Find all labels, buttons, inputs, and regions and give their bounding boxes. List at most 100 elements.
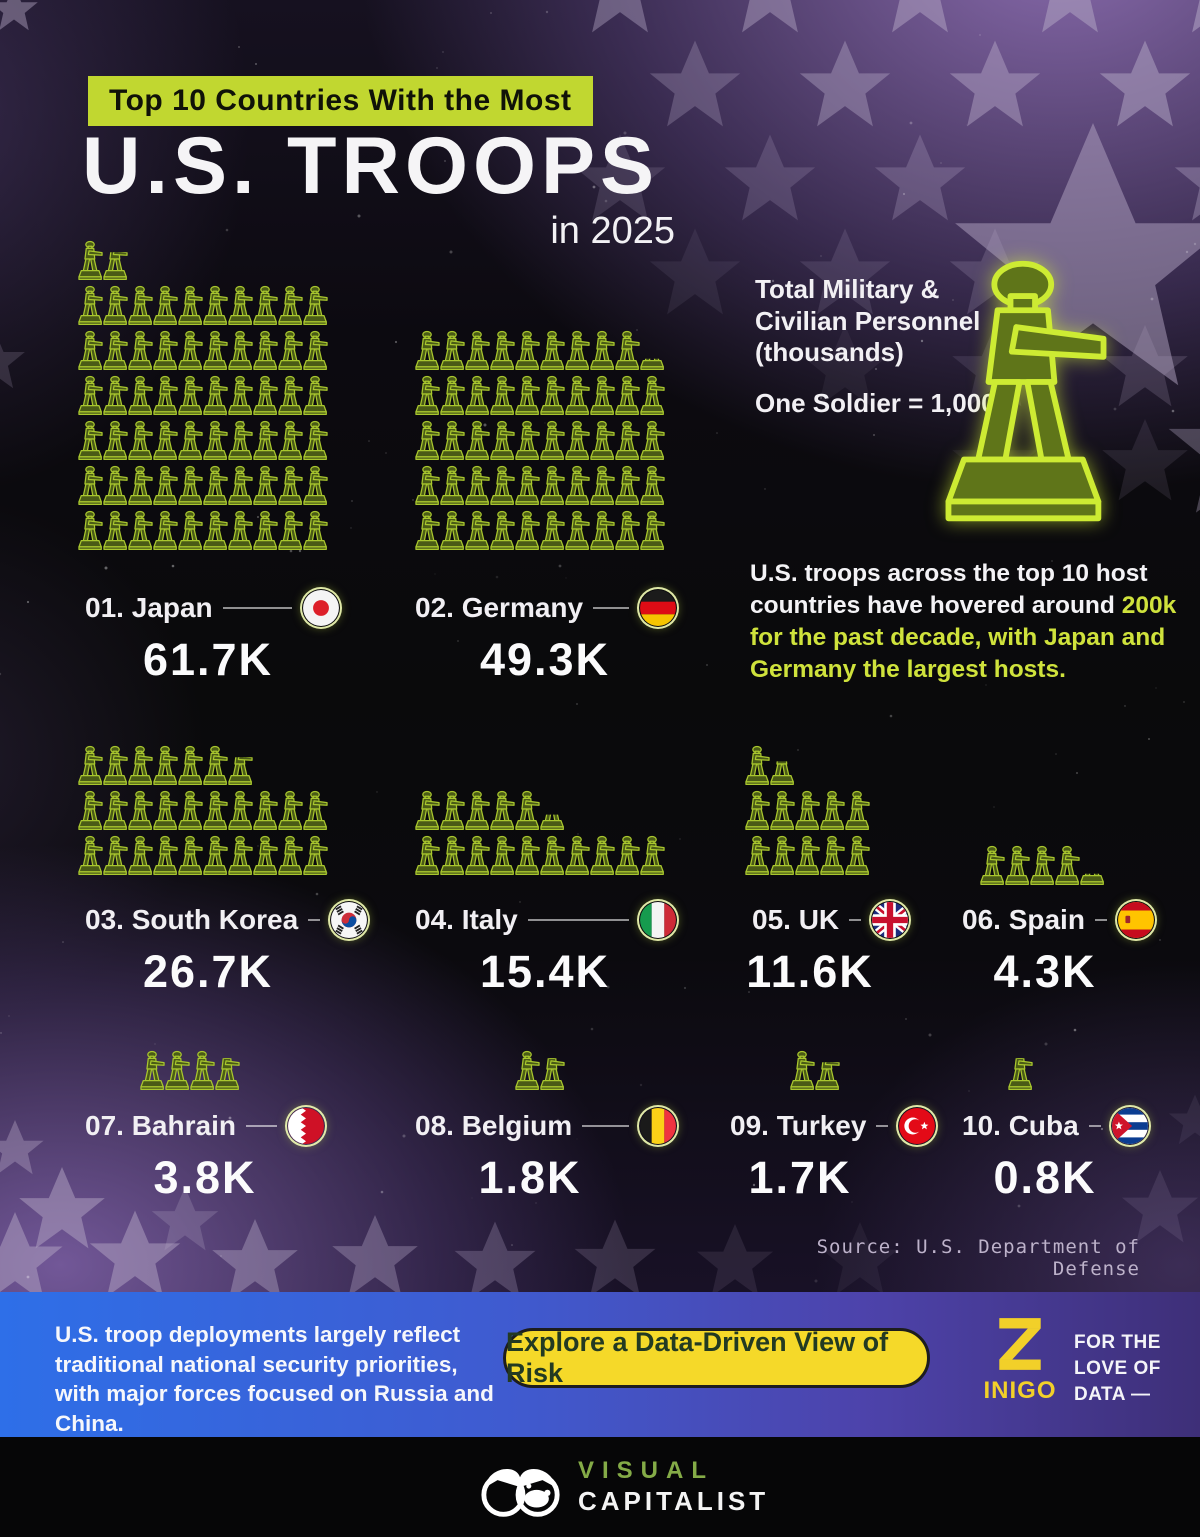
soldier-icon <box>590 465 615 506</box>
soldier-icon <box>178 510 203 551</box>
soldier-icon <box>640 420 665 461</box>
soldier-icon <box>228 510 253 551</box>
soldier-icon <box>178 790 203 831</box>
connector-line <box>849 919 862 921</box>
soldier-icon <box>103 790 128 831</box>
soldier-icon <box>303 330 328 371</box>
country-label: 10. Cuba <box>962 1110 1079 1141</box>
soldier-icon <box>490 510 515 551</box>
binoculars-icon <box>481 1468 560 1517</box>
annotation-highlight: 200k for the past decade, with Japan and… <box>750 591 1177 683</box>
soldier-icon <box>153 835 178 876</box>
kicker-banner: Top 10 Countries With the Most <box>88 76 593 126</box>
toy-soldier-icon <box>942 256 1110 524</box>
soldier-icon <box>303 835 328 876</box>
visual-capitalist-logo[interactable]: VISUAL CAPITALIST <box>478 1456 769 1518</box>
soldier-icon <box>128 285 153 326</box>
country-label: 02. Germany <box>415 592 584 623</box>
soldier-icon <box>228 835 253 876</box>
connector-line <box>582 1125 629 1127</box>
soldier-icon <box>515 835 540 876</box>
soldier-icon <box>178 375 203 416</box>
flag-japan-icon <box>302 589 340 627</box>
soldier-icon <box>465 790 490 831</box>
soldier-icon <box>178 835 203 876</box>
soldier-icon <box>490 375 515 416</box>
soldier-icon <box>540 420 565 461</box>
soldier-icon <box>490 420 515 461</box>
soldier-icon <box>415 790 440 831</box>
connector-line <box>245 1125 277 1127</box>
explore-risk-button[interactable]: Explore a Data-Driven View of Risk <box>503 1327 930 1388</box>
soldier-icon <box>165 1050 190 1091</box>
soldier-icon <box>515 510 540 551</box>
soldier-icon <box>490 465 515 506</box>
soldier-icon <box>590 835 615 876</box>
soldier-icon <box>128 420 153 461</box>
pictogram-spain <box>980 845 1110 890</box>
flag-bahrain-icon <box>287 1107 325 1145</box>
soldier-icon <box>515 465 540 506</box>
inigo-wordmark: INIGO <box>983 1377 1057 1404</box>
soldier-icon <box>795 790 820 831</box>
soldier-icon <box>203 745 228 786</box>
country-label: 01. Japan <box>85 592 213 623</box>
soldier-icon <box>203 790 228 831</box>
soldier-icon <box>128 745 153 786</box>
soldier-icon <box>78 420 103 461</box>
soldier-icon <box>103 510 128 551</box>
soldier-icon <box>153 375 178 416</box>
soldier-icon <box>565 330 590 371</box>
vc-word-capitalist: CAPITALIST <box>578 1486 770 1516</box>
soldier-icon <box>820 790 845 831</box>
soldier-icon <box>190 1050 215 1091</box>
legend-label: Total Military & Civilian Personnel (tho… <box>755 274 981 368</box>
soldier-icon <box>203 285 228 326</box>
vc-word-visual: VISUAL <box>578 1457 715 1484</box>
soldier-icon <box>440 835 465 876</box>
country-value: 4.3K <box>993 946 1097 997</box>
soldier-icon <box>795 835 820 876</box>
soldier-icon <box>640 510 665 551</box>
soldier-icon <box>590 420 615 461</box>
pictogram-south-korea <box>78 745 338 880</box>
footer-note: U.S. troop deployments largely reflect t… <box>55 1322 494 1437</box>
soldier-icon <box>103 330 128 371</box>
soldier-icon <box>228 465 253 506</box>
soldier-icon <box>278 510 303 551</box>
soldier-icon <box>153 465 178 506</box>
flag-belgium-icon <box>639 1107 677 1145</box>
soldier-icon <box>103 252 128 281</box>
inigo-logo[interactable]: INIGO <box>980 1318 1060 1405</box>
soldier-icon <box>153 510 178 551</box>
soldier-icon <box>590 330 615 371</box>
soldier-icon <box>540 465 565 506</box>
soldier-icon <box>78 375 103 416</box>
soldier-icon <box>128 330 153 371</box>
soldier-icon <box>440 330 465 371</box>
flag-cuba-icon <box>1111 1107 1149 1145</box>
country-value: 3.8K <box>153 1152 257 1203</box>
soldier-icon <box>515 420 540 461</box>
soldier-icon <box>465 375 490 416</box>
soldier-icon <box>78 465 103 506</box>
soldier-icon <box>78 835 103 876</box>
soldier-icon <box>303 510 328 551</box>
soldier-icon <box>465 330 490 371</box>
flag-turkey-icon <box>898 1107 936 1145</box>
soldier-icon <box>415 375 440 416</box>
soldier-icon <box>178 285 203 326</box>
soldier-icon <box>153 420 178 461</box>
soldier-icon <box>440 465 465 506</box>
soldier-icon <box>540 814 565 831</box>
soldier-icon <box>845 835 870 876</box>
soldier-icon <box>128 835 153 876</box>
soldier-icon <box>153 745 178 786</box>
soldier-icon <box>78 240 103 281</box>
soldier-icon <box>440 420 465 461</box>
soldier-icon <box>278 375 303 416</box>
pictogram-japan <box>78 240 338 555</box>
soldier-icon <box>228 790 253 831</box>
soldier-icon <box>590 375 615 416</box>
